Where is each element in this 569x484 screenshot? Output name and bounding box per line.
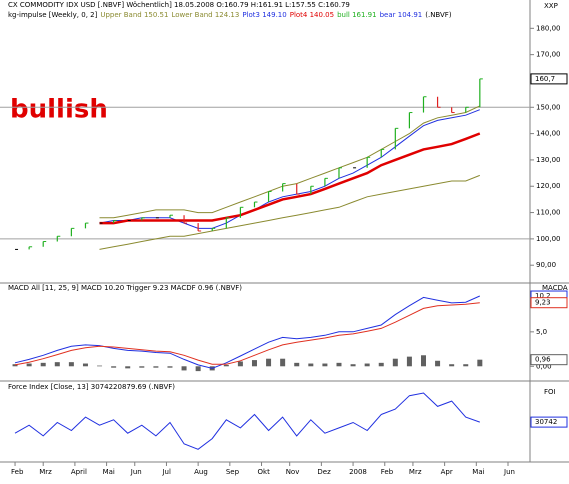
indicator-header-item: kg-impulse [Weekly, 0, 2] <box>8 11 98 19</box>
histogram-bar <box>477 359 483 367</box>
macd-title: MACD All [11, 25, 9] MACD 10.20 Trigger … <box>8 284 242 292</box>
indicator-header-item: Upper Band 150.51 <box>100 11 168 19</box>
histogram-bar <box>153 366 159 368</box>
indicator-header-item: Plot4 140.05 <box>290 11 334 19</box>
y-tick-label: 170,00 <box>536 51 561 59</box>
x-tick-label: 2008 <box>349 468 367 476</box>
value-box-label: 9,23 <box>535 299 551 307</box>
value-box <box>530 297 568 309</box>
y-tick-label: 130,00 <box>536 156 561 164</box>
x-tick-label: Mrz <box>409 468 422 476</box>
x-tick-label: Mrz <box>39 468 52 476</box>
x-tick-label: Jul <box>161 468 171 476</box>
x-tick-label: Mai <box>472 468 484 476</box>
indicator-header-item: (.NBVF) <box>425 11 452 19</box>
value-box-label: 10,2 <box>535 292 551 300</box>
y-tick-label: 120,00 <box>536 182 561 190</box>
y-tick-label: 110,00 <box>536 209 561 217</box>
indicator-line <box>99 174 480 250</box>
axis-title: FOI <box>544 388 556 396</box>
histogram-bar <box>435 360 441 367</box>
histogram-bar <box>111 366 117 368</box>
indicator-header-item: bull 161.91 <box>337 11 377 19</box>
indicator-header-item: Plot3 149.10 <box>242 11 286 19</box>
x-tick-label: Nov <box>286 468 300 476</box>
indicator-header-item: Lower Band 124.13 <box>171 11 239 19</box>
histogram-bar <box>54 362 60 367</box>
histogram-bar <box>97 365 103 367</box>
y-tick-label: 90,00 <box>536 261 556 269</box>
indicator-line <box>99 105 481 219</box>
histogram-bar <box>167 366 173 368</box>
x-tick-label: Feb <box>381 468 394 476</box>
histogram-bar <box>40 362 46 367</box>
histogram-bar <box>181 366 187 371</box>
x-tick-label: Okt <box>258 468 271 476</box>
value-box <box>530 354 568 366</box>
histogram-bar <box>463 364 469 367</box>
histogram-bar <box>364 363 370 367</box>
histogram-bar <box>336 362 342 367</box>
x-tick-label: Mai <box>103 468 115 476</box>
y-tick-label: 140,00 <box>536 130 561 138</box>
y-tick-label: 150,00 <box>536 103 561 111</box>
value-box-label: 30742 <box>535 418 557 426</box>
value-box-label: 0,96 <box>535 356 551 364</box>
histogram-bar <box>251 360 257 367</box>
axis-title: MACDA <box>542 284 568 292</box>
x-tick-label: Aug <box>194 468 208 476</box>
histogram-bar <box>12 364 18 367</box>
y-tick-label: 5,0 <box>536 328 547 336</box>
histogram-bar <box>308 363 314 367</box>
y-tick-label: 0,00 <box>536 362 552 370</box>
macd-line <box>14 295 481 369</box>
histogram-bar <box>139 366 145 368</box>
histogram-bar <box>406 356 412 367</box>
x-tick-label: Feb <box>11 468 24 476</box>
x-tick-label: Jun <box>130 468 142 476</box>
axis-title: XXP <box>544 2 558 10</box>
value-box-label: 160,7 <box>535 75 555 83</box>
histogram-bar <box>68 362 74 367</box>
y-tick-label: 100,00 <box>536 235 561 243</box>
x-tick-label: Apr <box>441 468 453 476</box>
x-tick-label: April <box>71 468 87 476</box>
value-box <box>530 73 568 85</box>
histogram-bar <box>82 363 88 367</box>
histogram-bar <box>195 366 201 372</box>
histogram-bar <box>237 361 243 367</box>
value-box <box>530 416 568 428</box>
indicator-line <box>99 132 481 225</box>
x-tick-label: Jun <box>503 468 515 476</box>
indicator-line <box>99 109 480 229</box>
force-title: Force Index [Close, 13] 3074220879.69 (.… <box>8 383 175 391</box>
macd-line <box>14 302 480 366</box>
histogram-bar <box>392 358 398 367</box>
histogram-bar <box>378 362 384 367</box>
histogram-bar <box>223 364 229 367</box>
histogram-bar <box>449 364 455 367</box>
histogram-bar <box>322 363 328 367</box>
y-tick-label: 180,00 <box>536 24 561 32</box>
indicator-header-item: bear 104.91 <box>380 11 423 19</box>
force-line <box>14 392 480 450</box>
price-title: CX COMMODITY IDX USD [.NBVF] Wöchentlich… <box>8 1 350 9</box>
histogram-bar <box>280 358 286 367</box>
histogram-bar <box>125 366 131 369</box>
histogram-bar <box>350 364 356 367</box>
x-tick-label: Dez <box>317 468 331 476</box>
histogram-bar <box>266 358 272 367</box>
histogram-bar <box>26 363 32 367</box>
histogram-bar <box>420 355 426 367</box>
x-tick-label: Sep <box>226 468 240 476</box>
annotation: bullish <box>10 95 108 125</box>
histogram-bar <box>294 362 300 367</box>
